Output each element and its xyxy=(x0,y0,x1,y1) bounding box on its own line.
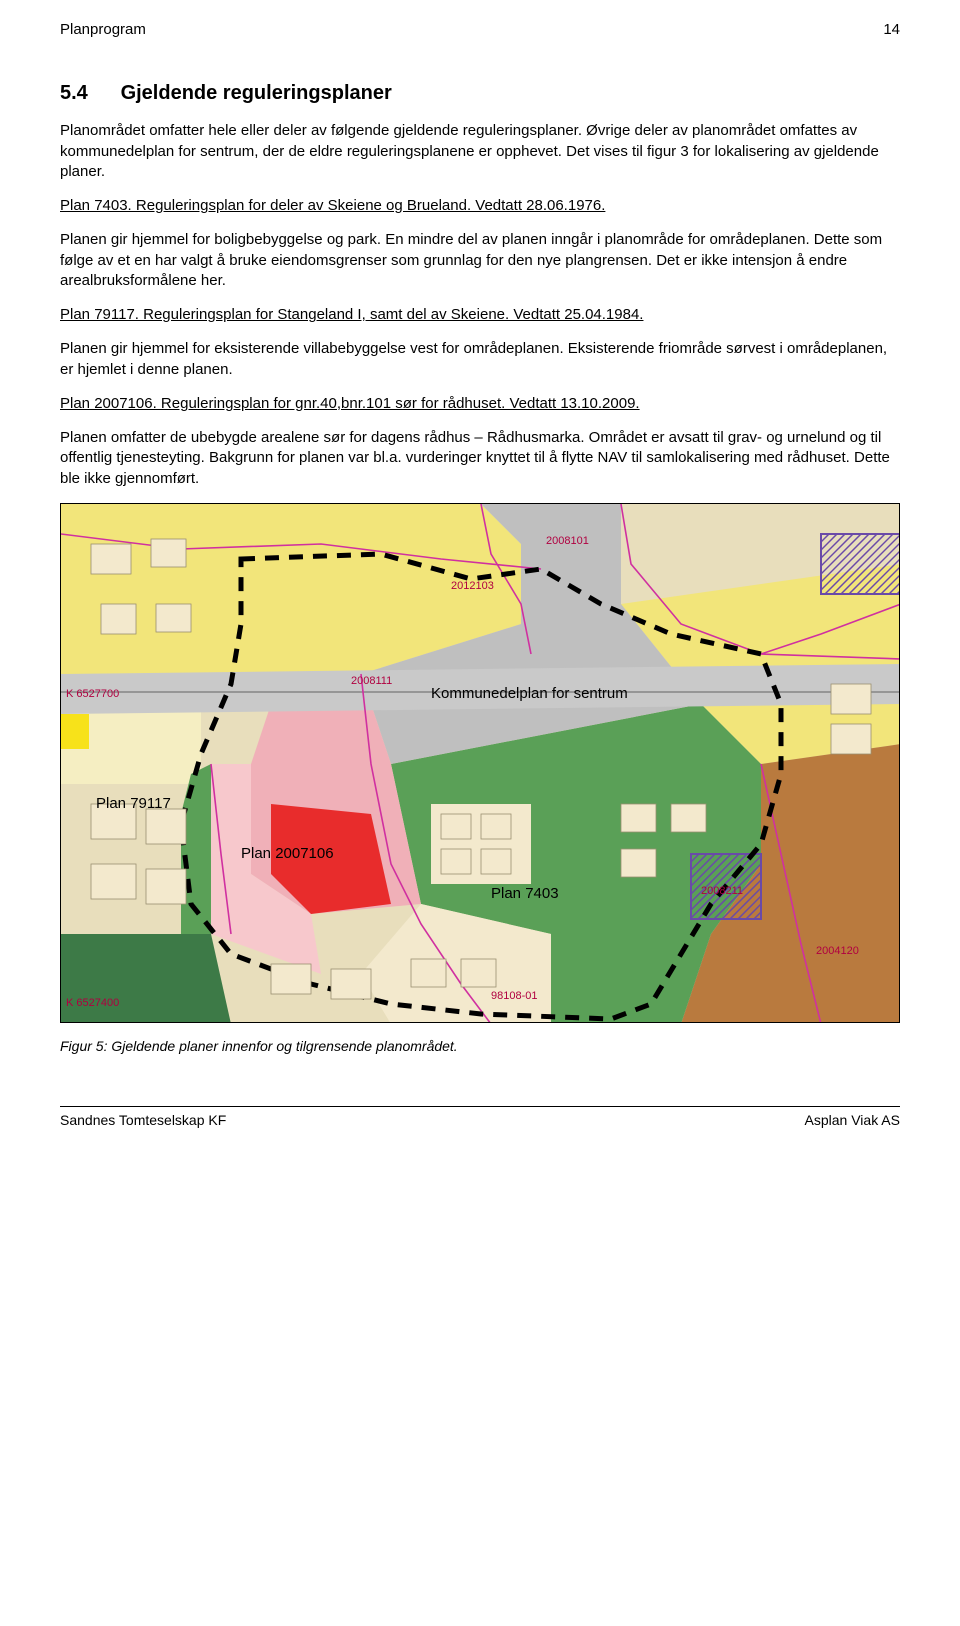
map-label: Plan 79117 xyxy=(96,794,171,814)
map-label: 98108-01 xyxy=(491,989,538,1004)
header-page: 14 xyxy=(883,20,900,40)
map-label: Plan 7403 xyxy=(491,884,559,904)
section-number: 5.4 xyxy=(60,80,115,107)
footer-right: Asplan Viak AS xyxy=(805,1111,900,1130)
footer-left: Sandnes Tomteselskap KF xyxy=(60,1111,226,1130)
plan-7403-title: Plan 7403. Reguleringsplan for deler av … xyxy=(60,197,605,214)
section-heading: 5.4 Gjeldende reguleringsplaner xyxy=(60,80,900,107)
map-label: 2004120 xyxy=(816,944,859,959)
map-label: 2008111 xyxy=(351,674,392,689)
map-label: Plan 2007106 xyxy=(241,844,334,864)
figure-caption: Figur 5: Gjeldende planer innenfor og ti… xyxy=(60,1037,900,1056)
map-label: K 6527700 xyxy=(66,687,119,702)
map-figure: Kommunedelplan for sentrum Plan 79117 Plan… xyxy=(60,503,900,1023)
map-label: 2008101 xyxy=(546,534,589,549)
plan-2007106-title: Plan 2007106. Reguleringsplan for gnr.40… xyxy=(60,395,640,412)
plan-79117-body: Planen gir hjemmel for eksisterende vill… xyxy=(60,339,900,380)
plan-2007106-body: Planen omfatter de ubebygde arealene sør… xyxy=(60,428,900,489)
section-title: Gjeldende reguleringsplaner xyxy=(121,82,392,104)
map-label: Kommunedelplan for sentrum xyxy=(431,684,628,704)
intro-paragraph: Planområdet omfatter hele eller deler av… xyxy=(60,121,900,182)
plan-79117-title: Plan 79117. Reguleringsplan for Stangela… xyxy=(60,306,643,323)
map-label: K 6527400 xyxy=(66,996,119,1011)
map-label: 2008211 xyxy=(701,884,743,899)
plan-7403-body: Planen gir hjemmel for boligbebyggelse o… xyxy=(60,230,900,291)
map-label: 2012103 xyxy=(451,579,494,594)
header-left: Planprogram xyxy=(60,20,146,40)
